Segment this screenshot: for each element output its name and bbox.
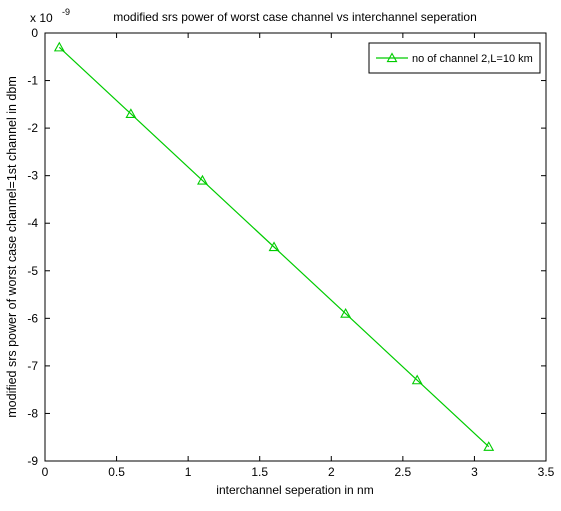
data-point-marker <box>483 441 495 451</box>
y-tick-label: -3 <box>27 169 38 183</box>
y-tick-label: -1 <box>27 74 38 88</box>
x-tick-label: 2.5 <box>395 465 412 479</box>
x-axis-ticks: 0 0.5 1 1.5 2 2.5 3 3.5 <box>42 33 555 479</box>
series-group <box>53 41 495 451</box>
chart-title: modified srs power of worst case channel… <box>113 10 477 24</box>
y-exponent-power: -9 <box>62 7 70 17</box>
x-tick-label: 2 <box>328 465 335 479</box>
y-axis-ticks: 0 -1 -2 -3 -4 -5 -6 -7 -8 -9 <box>27 26 546 468</box>
y-tick-label: -8 <box>27 406 38 420</box>
legend-entry-label: no of channel 2,L=10 km <box>412 53 533 65</box>
x-tick-label: 0 <box>42 465 49 479</box>
y-tick-label: -5 <box>27 264 38 278</box>
x-tick-label: 1.5 <box>251 465 268 479</box>
data-point-marker <box>197 174 208 185</box>
x-tick-label: 1 <box>185 465 192 479</box>
legend: no of channel 2,L=10 km <box>368 42 541 74</box>
data-point-marker <box>340 307 352 318</box>
x-tick-label: 3.5 <box>538 465 555 479</box>
y-tick-label: 0 <box>31 26 38 40</box>
series-line <box>58 46 490 448</box>
x-tick-label: 3 <box>471 465 478 479</box>
y-tick-label: -7 <box>27 359 38 373</box>
data-point-marker <box>125 108 137 118</box>
y-exponent-label: x 10 <box>30 11 53 25</box>
data-point-marker <box>268 241 280 252</box>
data-point-marker <box>53 41 65 52</box>
y-axis-label: modified srs power of worst case channel… <box>5 76 19 418</box>
plot-area <box>44 32 547 462</box>
y-tick-label: -6 <box>27 311 38 325</box>
y-tick-label: -4 <box>27 216 38 230</box>
y-tick-label: -9 <box>27 454 38 468</box>
data-point-marker <box>411 374 423 385</box>
x-axis-label: interchannel seperation in nm <box>216 483 373 497</box>
legend-triangle-marker <box>386 52 398 63</box>
x-tick-label: 0.5 <box>108 465 125 479</box>
y-tick-label: -2 <box>27 121 38 135</box>
